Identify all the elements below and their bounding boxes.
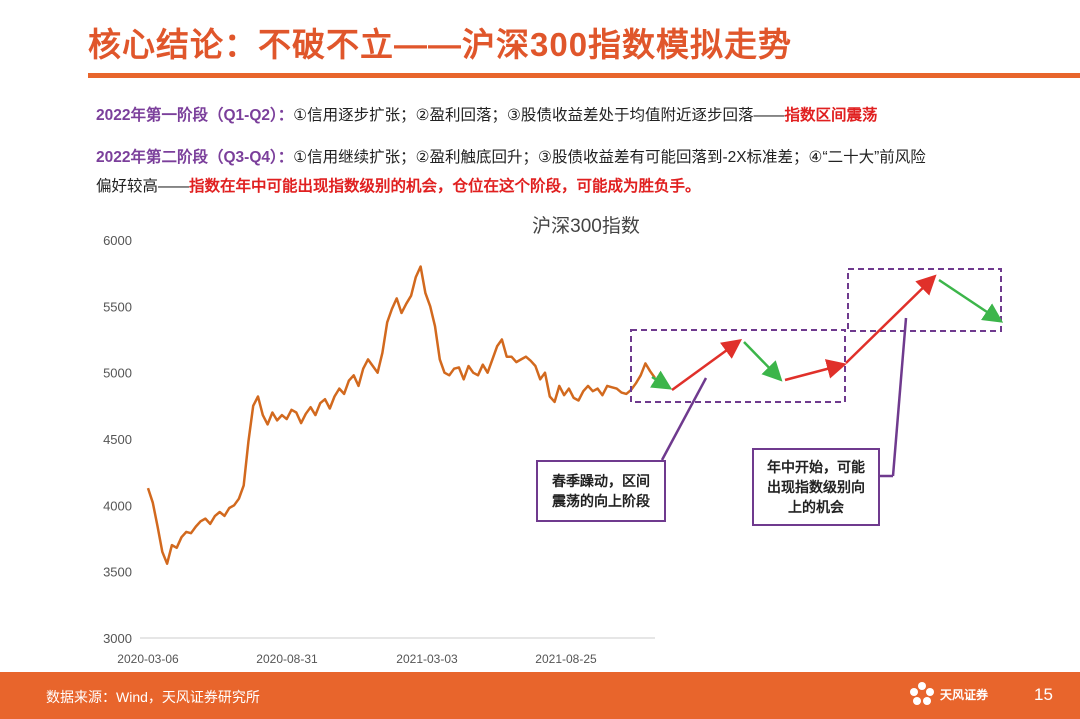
callout2-line2: 出现指数级别向 bbox=[767, 479, 865, 495]
dashed-box-phase2 bbox=[847, 268, 1002, 332]
callout-pointer-1 bbox=[660, 377, 708, 461]
phase1-body: ①信用逐步扩张；②盈利回落；③股债收益差处于均值附近逐步回落—— bbox=[293, 107, 785, 124]
summary-line-3: 偏好较高——指数在年中可能出现指数级别的机会，仓位在这个阶段，可能成为胜负手。 bbox=[96, 174, 701, 196]
summary-line-1: 2022年第一阶段（Q1-Q2）：①信用逐步扩张；②盈利回落；③股债收益差处于均… bbox=[96, 103, 877, 125]
phase1-highlight: 指数区间震荡 bbox=[784, 107, 878, 124]
index-chart: 沪深300指数 3000 3500 4000 4500 5000 5500 6000 202… bbox=[103, 215, 1004, 666]
y-tick-label: 5000 bbox=[103, 366, 132, 381]
projection-arrow-2 bbox=[671, 339, 743, 392]
page-number: 15 bbox=[1034, 685, 1053, 704]
phase1-label: 2022年第一阶段（Q1-Q2）： bbox=[96, 107, 294, 124]
callout-spring-rally: 春季躁动，区间 震荡的向上阶段 bbox=[536, 460, 666, 522]
summary-line-2: 2022年第二阶段（Q3-Q4）：①信用继续扩张；②盈利触底回升；③股债收益差有… bbox=[96, 145, 926, 167]
callout-midyear-opportunity: 年中开始，可能 出现指数级别向 上的机会 bbox=[752, 448, 880, 526]
y-tick-label: 3000 bbox=[103, 631, 132, 646]
y-tick-label: 4500 bbox=[103, 432, 132, 447]
y-tick-label: 6000 bbox=[103, 233, 132, 248]
y-axis: 3000 3500 4000 4500 5000 5500 6000 bbox=[103, 233, 132, 646]
data-source: 数据来源：Wind，天风证券研究所 bbox=[46, 689, 260, 705]
brand-logo: 天风证券 bbox=[908, 680, 988, 708]
x-tick-label: 2020-03-06 bbox=[117, 652, 179, 666]
projection-arrow-1 bbox=[649, 370, 673, 390]
projection-arrow-4 bbox=[784, 359, 847, 382]
flower-icon bbox=[910, 682, 934, 705]
phase2-body: ①信用继续扩张；②盈利触底回升；③股债收益差有可能回落到-2X标准差；④“二十大… bbox=[293, 149, 926, 166]
projection-arrow-5 bbox=[845, 274, 937, 364]
callout2-line3: 上的机会 bbox=[788, 499, 844, 515]
callout1-line1: 春季躁动，区间 bbox=[552, 473, 650, 489]
y-tick-label: 3500 bbox=[103, 565, 132, 580]
dashed-box-phase1 bbox=[630, 329, 846, 403]
y-tick-label: 4000 bbox=[103, 498, 132, 513]
y-tick-label: 5500 bbox=[103, 299, 132, 314]
brand-name: 天风证券 bbox=[940, 687, 989, 702]
callout-pointer-2b bbox=[891, 317, 908, 477]
x-axis: 2020-03-06 2020-08-31 2021-03-03 2021-08-25 bbox=[117, 652, 597, 666]
phase2-body-cont: 偏好较高—— bbox=[96, 178, 190, 195]
x-tick-label: 2021-03-03 bbox=[396, 652, 458, 666]
phase2-highlight: 指数在年中可能出现指数级别的机会，仓位在这个阶段，可能成为胜负手。 bbox=[189, 178, 701, 195]
projection-arrow-3 bbox=[743, 341, 783, 382]
callout1-line2: 震荡的向上阶段 bbox=[552, 493, 650, 509]
title-underline bbox=[88, 73, 1080, 78]
phase2-label: 2022年第二阶段（Q3-Q4）： bbox=[96, 149, 294, 166]
chart-title: 沪深300指数 bbox=[532, 215, 640, 237]
series-line bbox=[146, 265, 657, 565]
x-tick-label: 2020-08-31 bbox=[256, 652, 318, 666]
page-title: 核心结论：不破不立——沪深300指数模拟走势 bbox=[88, 26, 793, 63]
callout2-line1: 年中开始，可能 bbox=[767, 459, 865, 475]
projection-arrow-6 bbox=[938, 278, 1004, 323]
footer-bar: 数据来源：Wind，天风证券研究所 天风证券 15 bbox=[0, 672, 1080, 719]
x-tick-label: 2021-08-25 bbox=[535, 652, 597, 666]
